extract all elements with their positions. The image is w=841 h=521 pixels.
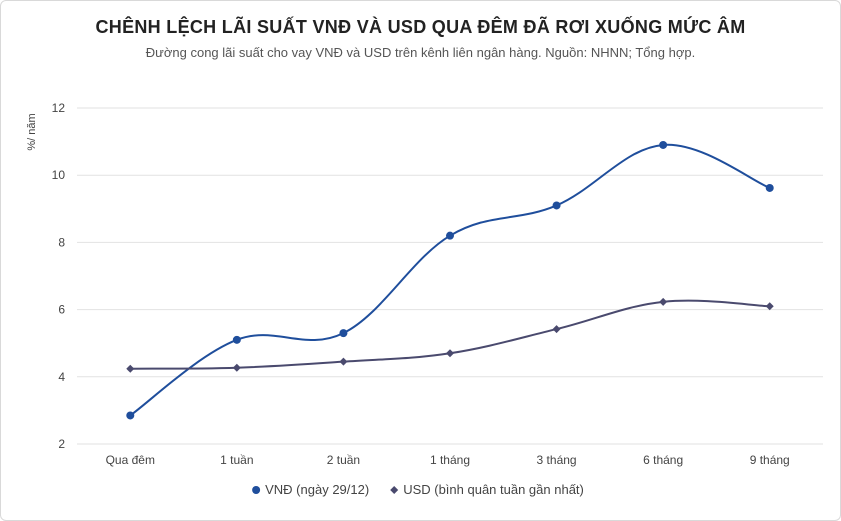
y-tick-label: 12: [52, 101, 66, 115]
legend-label: VNĐ (ngày 29/12): [265, 482, 369, 497]
data-point: [126, 364, 135, 373]
x-tick-label: 1 tháng: [430, 453, 470, 467]
x-tick-label: 3 tháng: [537, 453, 577, 467]
y-tick-label: 2: [58, 437, 65, 451]
series-usd: [126, 297, 774, 373]
series-layer: [126, 140, 774, 420]
y-tick-label: 10: [52, 168, 66, 182]
x-tick-label: Qua đêm: [106, 453, 155, 467]
data-point: [765, 302, 774, 311]
data-point: [552, 325, 561, 334]
y-tick-label: 4: [58, 370, 65, 384]
legend-label: USD (bình quân tuần gần nhất): [403, 482, 584, 497]
series-vnd: [126, 140, 774, 420]
y-tick-label: 8: [58, 235, 65, 249]
legend-circle-icon: [252, 486, 261, 494]
data-point: [552, 201, 561, 210]
legend-diamond-icon: [390, 486, 399, 494]
x-axis-ticks: Qua đêm 1 tuần 2 tuần 1 tháng 3 tháng 6 tháng…: [106, 453, 790, 467]
data-point: [446, 349, 454, 358]
grid-lines: [77, 107, 823, 445]
legend-item: USD (bình quân tuần gần nhất): [390, 482, 584, 497]
data-point: [126, 411, 135, 420]
y-tick-label: 6: [58, 303, 65, 317]
legend-item: VNĐ (ngày 29/12): [252, 482, 369, 497]
chart-subtitle: Đường cong lãi suất cho vay VNĐ và USD t…: [145, 45, 696, 60]
data-point: [659, 140, 668, 149]
x-tick-label: 1 tuần: [220, 453, 253, 467]
chart-title: CHÊNH LỆCH LÃI SUẤT VNĐ VÀ USD QUA ĐÊM Đ…: [95, 17, 746, 37]
x-tick-label: 6 tháng: [643, 453, 683, 467]
data-point: [765, 183, 774, 192]
y-axis-ticks: 2 4 6 8 10 12: [52, 101, 66, 451]
x-tick-label: 2 tuần: [327, 453, 360, 467]
legend: VNĐ (ngày 29/12) USD (bình quân tuần gần …: [252, 482, 584, 497]
data-point: [339, 357, 348, 366]
series-line: [130, 299, 770, 370]
data-point: [446, 231, 454, 240]
y-axis-label: %/ năm: [26, 113, 38, 150]
data-point: [232, 335, 241, 344]
data-point: [339, 329, 348, 338]
data-point: [659, 297, 668, 306]
series-line: [129, 143, 771, 417]
x-tick-label: 9 tháng: [750, 453, 790, 467]
data-point: [232, 363, 241, 372]
